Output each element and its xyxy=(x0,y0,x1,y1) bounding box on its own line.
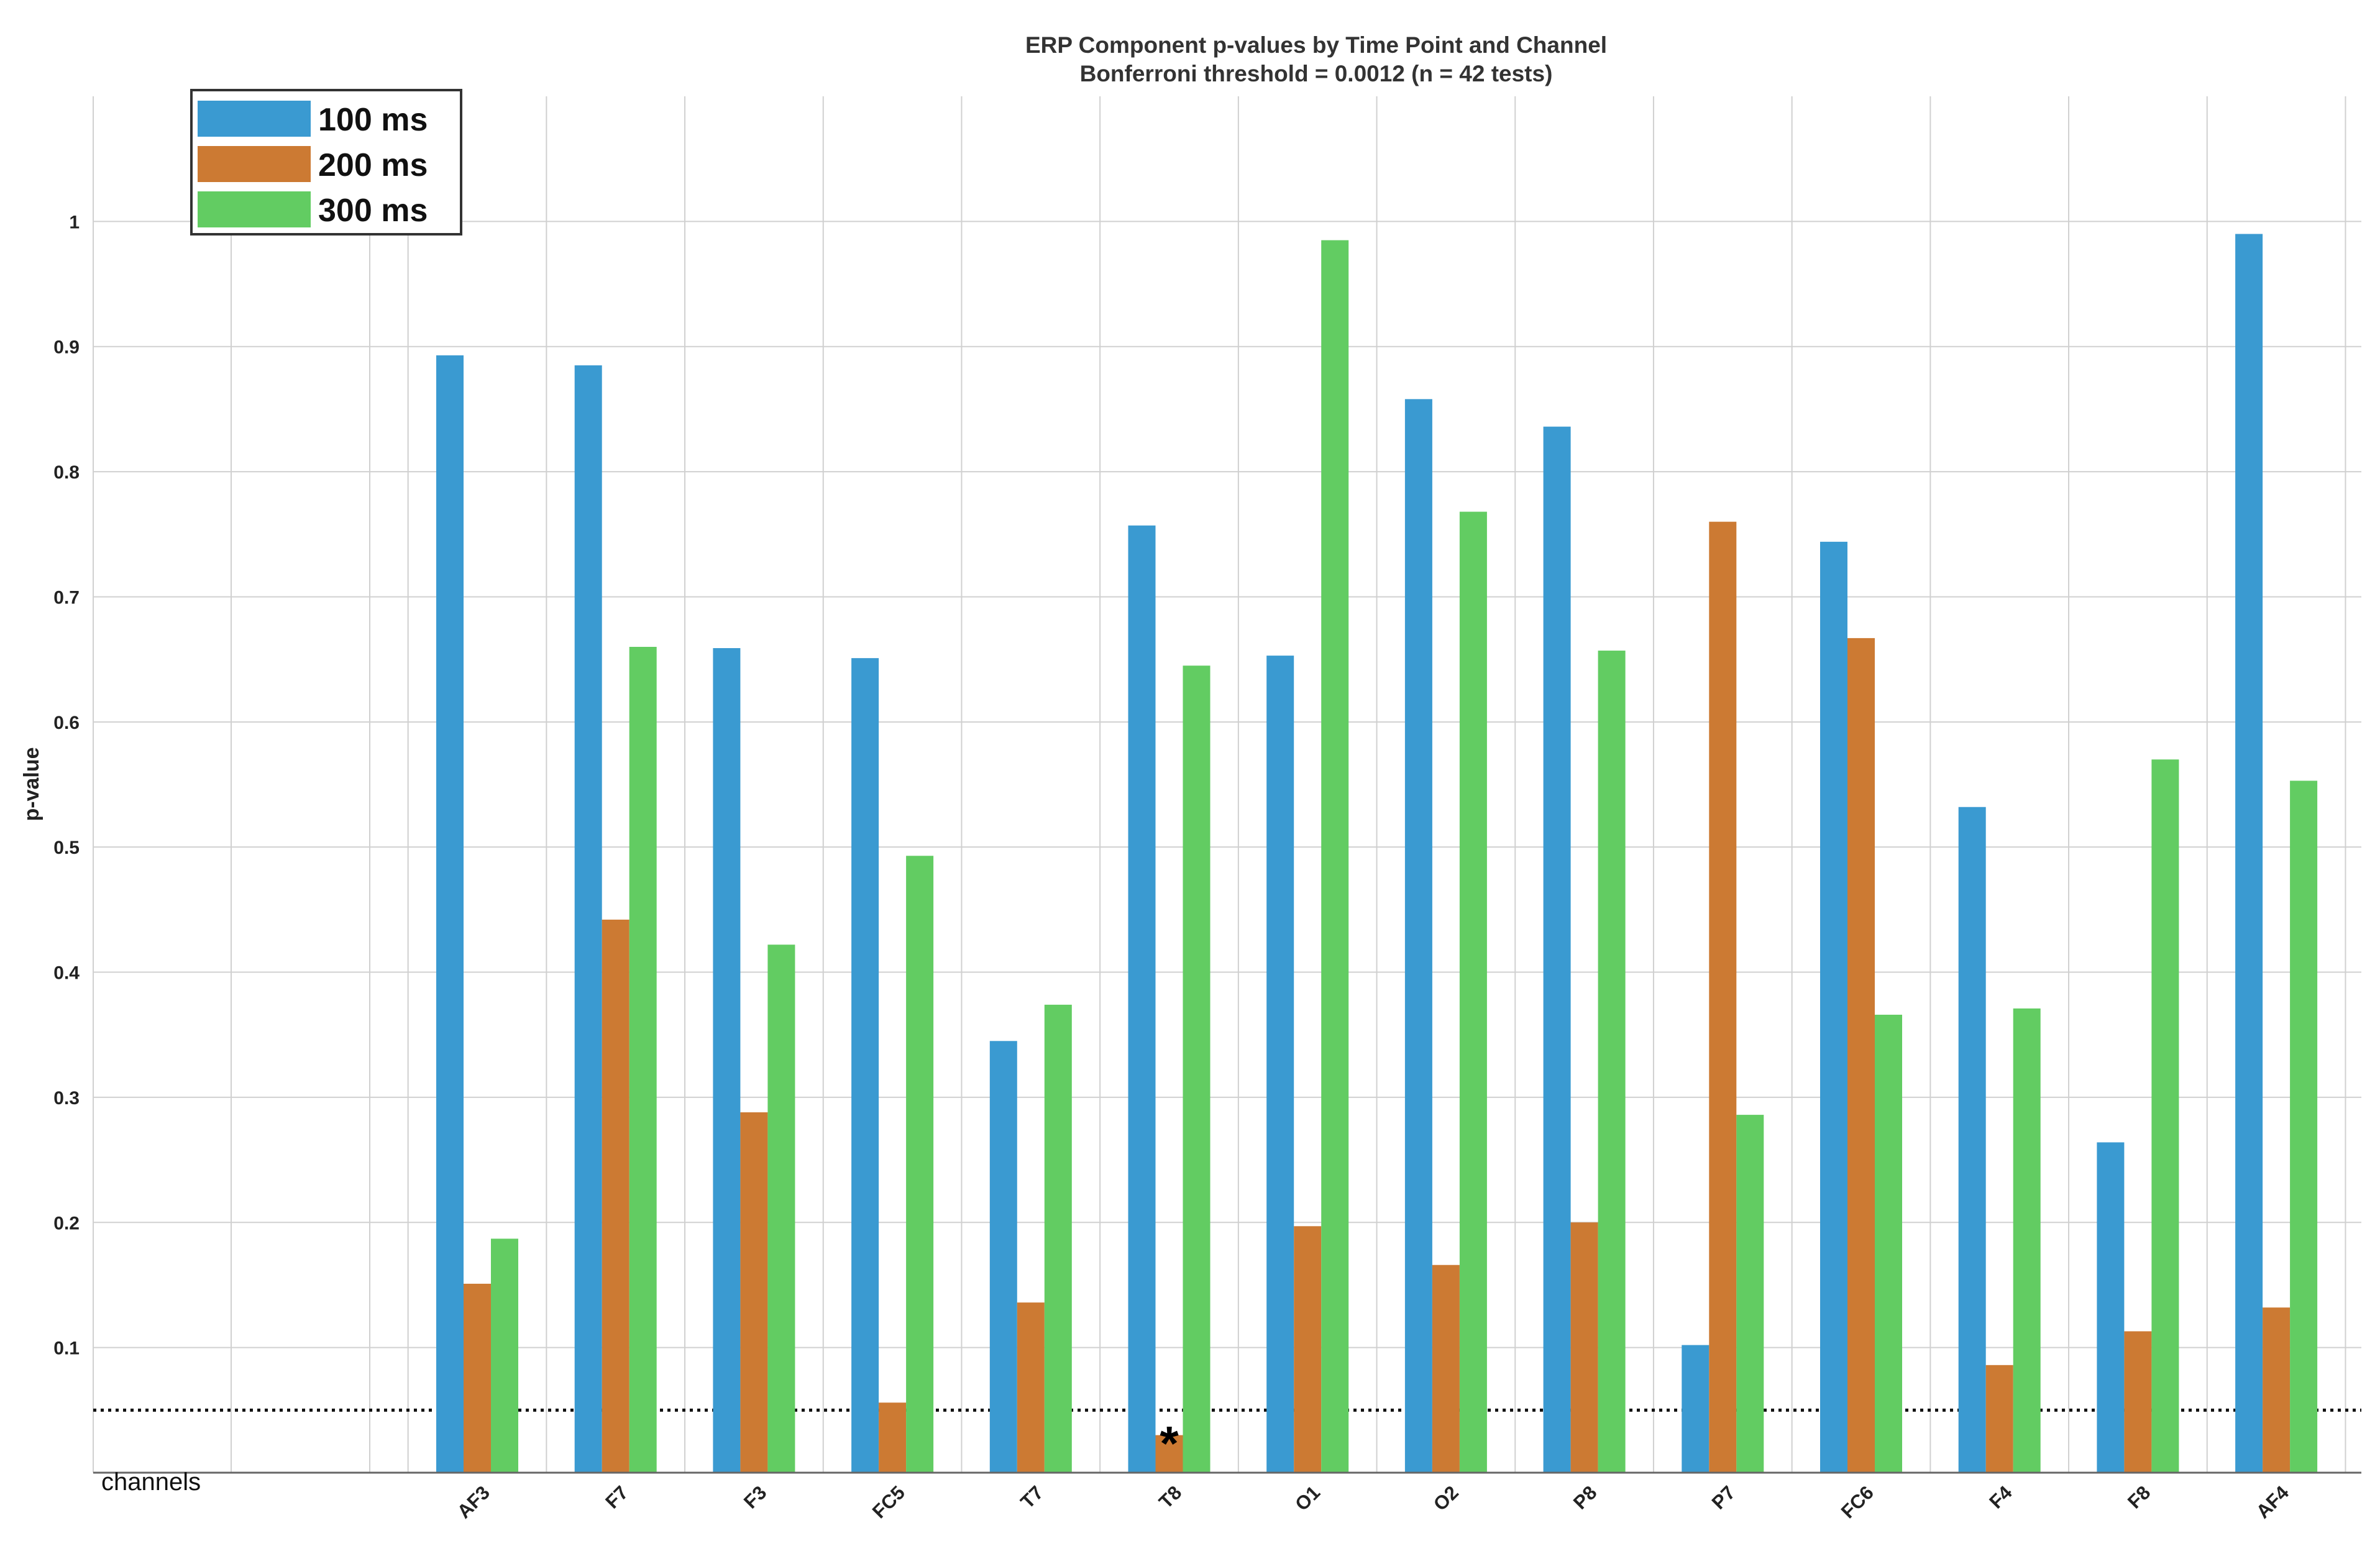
bar-af4-200ms xyxy=(2263,1307,2291,1473)
legend-swatch xyxy=(198,101,311,137)
y-tick-label: 0.8 xyxy=(53,462,80,483)
bar-p7-300ms xyxy=(1736,1115,1764,1473)
bar-fc5-200ms xyxy=(879,1402,907,1473)
bar-af3-300ms xyxy=(491,1238,518,1473)
bar-p8-200ms xyxy=(1570,1222,1598,1473)
bar-f4-200ms xyxy=(1985,1365,2013,1473)
bar-t7-300ms xyxy=(1044,1004,1072,1473)
bar-group xyxy=(436,234,2318,1473)
legend-label: 200 ms xyxy=(318,147,428,183)
bar-fc6-200ms xyxy=(1847,638,1875,1473)
bar-o1-300ms xyxy=(1321,240,1349,1473)
grid-lines xyxy=(93,96,2361,1473)
y-tick-labels: 0.1 0.2 0.3 0.4 0.5 0.6 0.7 0.8 0.9 1 xyxy=(53,212,80,1358)
bar-f4-300ms xyxy=(2013,1008,2041,1473)
bar-t8-300ms xyxy=(1183,666,1211,1473)
bar-o2-100ms xyxy=(1404,399,1432,1473)
y-tick-label: 1 xyxy=(69,212,80,232)
bar-f7-100ms xyxy=(574,365,602,1473)
legend-label: 100 ms xyxy=(318,102,428,138)
chart-title: ERP Component p-values by Time Point and… xyxy=(1025,32,1607,58)
bar-af3-100ms xyxy=(436,355,464,1473)
bar-f7-300ms xyxy=(629,647,657,1473)
legend-swatch xyxy=(198,146,311,182)
bar-p8-100ms xyxy=(1543,426,1571,1473)
bar-p7-200ms xyxy=(1709,521,1737,1473)
bar-t8-200ms xyxy=(1155,1435,1183,1473)
legend-label: 300 ms xyxy=(318,193,428,229)
x-axis-label: channels xyxy=(101,1468,201,1496)
y-tick-label: 0.4 xyxy=(53,963,80,984)
legend: 100 ms 200 ms 300 ms xyxy=(190,89,462,236)
bar-t7-100ms xyxy=(989,1041,1017,1473)
bar-o1-200ms xyxy=(1294,1226,1322,1473)
y-tick-label: 0.2 xyxy=(53,1213,80,1233)
bar-p8-300ms xyxy=(1598,651,1626,1473)
y-tick-label: 0.5 xyxy=(53,838,80,858)
significance-asterisk: * xyxy=(1160,1416,1179,1471)
bar-f3-300ms xyxy=(767,945,795,1473)
y-axis-label: p-value xyxy=(20,747,43,821)
annotations: * xyxy=(1160,1416,1179,1471)
bar-o2-200ms xyxy=(1432,1265,1460,1473)
legend-swatch xyxy=(198,191,311,227)
bar-f4-100ms xyxy=(1958,807,1986,1473)
bar-p7-100ms xyxy=(1682,1345,1709,1473)
bar-o1-100ms xyxy=(1266,656,1294,1473)
bar-af3-200ms xyxy=(464,1283,491,1473)
bar-af4-100ms xyxy=(2235,234,2263,1473)
bar-f7-200ms xyxy=(602,919,629,1473)
bar-f8-100ms xyxy=(2097,1142,2125,1473)
y-tick-label: 0.7 xyxy=(53,587,80,608)
chart-subtitle: Bonferroni threshold = 0.0012 (n = 42 te… xyxy=(1080,61,1553,86)
bar-f8-300ms xyxy=(2151,759,2179,1473)
bar-fc5-100ms xyxy=(851,658,879,1473)
bar-f3-100ms xyxy=(713,648,741,1473)
bar-f8-200ms xyxy=(2124,1331,2152,1473)
y-tick-label: 0.1 xyxy=(53,1338,80,1359)
bar-f3-200ms xyxy=(740,1112,768,1473)
bar-fc6-300ms xyxy=(1875,1015,1902,1473)
bar-af4-300ms xyxy=(2290,780,2318,1473)
bar-o2-300ms xyxy=(1459,511,1487,1473)
y-tick-label: 0.3 xyxy=(53,1088,80,1109)
bar-t8-100ms xyxy=(1128,525,1156,1473)
y-tick-label: 0.9 xyxy=(53,337,80,358)
y-tick-label: 0.6 xyxy=(53,713,80,733)
bar-fc5-300ms xyxy=(906,856,934,1473)
bar-t7-200ms xyxy=(1017,1302,1045,1473)
bar-fc6-100ms xyxy=(1820,541,1847,1473)
